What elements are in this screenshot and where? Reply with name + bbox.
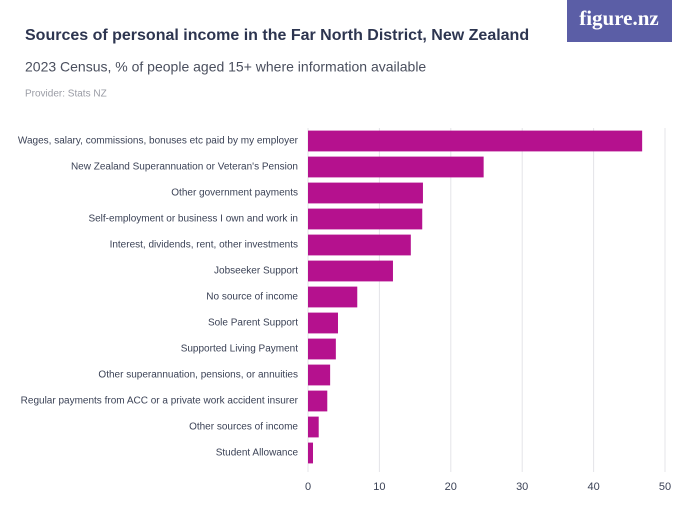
y-tick-label: Self-employment or business I own and wo… xyxy=(88,214,298,225)
bar xyxy=(308,182,423,204)
x-tick-label: 30 xyxy=(516,481,528,493)
bar xyxy=(308,390,328,412)
y-tick-label: Other sources of income xyxy=(189,422,298,433)
x-tick-label: 10 xyxy=(373,481,385,493)
bar xyxy=(308,156,484,178)
y-tick-label: No source of income xyxy=(206,292,298,303)
y-tick-label: Other government payments xyxy=(171,188,298,199)
y-tick-label: Interest, dividends, rent, other investm… xyxy=(110,240,298,251)
y-tick-label: Regular payments from ACC or a private w… xyxy=(21,396,299,407)
bar xyxy=(308,364,331,386)
logo-box xyxy=(567,0,672,42)
x-tick-label: 40 xyxy=(587,481,599,493)
bar xyxy=(308,234,411,256)
y-tick-label: Supported Living Payment xyxy=(181,344,299,355)
y-tick-label: Student Allowance xyxy=(216,448,299,459)
x-tick-label: 20 xyxy=(445,481,457,493)
bar xyxy=(308,416,319,438)
bar xyxy=(308,208,423,230)
source: Provider: Stats NZ xyxy=(25,89,107,100)
y-tick-label: Sole Parent Support xyxy=(208,318,298,329)
x-tick-label: 0 xyxy=(305,481,311,493)
bar xyxy=(308,312,338,334)
y-tick-label: New Zealand Superannuation or Veteran's … xyxy=(71,162,298,173)
chart-title: Sources of personal income in the Far No… xyxy=(25,27,529,44)
x-tick-label: 50 xyxy=(659,481,671,493)
y-tick-label: Jobseeker Support xyxy=(214,266,298,277)
bar xyxy=(308,286,358,308)
bar xyxy=(308,260,393,282)
y-tick-label: Wages, salary, commissions, bonuses etc … xyxy=(18,136,299,147)
bar xyxy=(308,338,336,360)
y-tick-label: Other superannuation, pensions, or annui… xyxy=(98,370,298,381)
logo[interactable]: figure.nz xyxy=(579,6,659,30)
chart-subtitle: 2023 Census, % of people aged 15+ where … xyxy=(25,59,426,75)
bar xyxy=(308,130,643,152)
bar xyxy=(308,442,313,464)
